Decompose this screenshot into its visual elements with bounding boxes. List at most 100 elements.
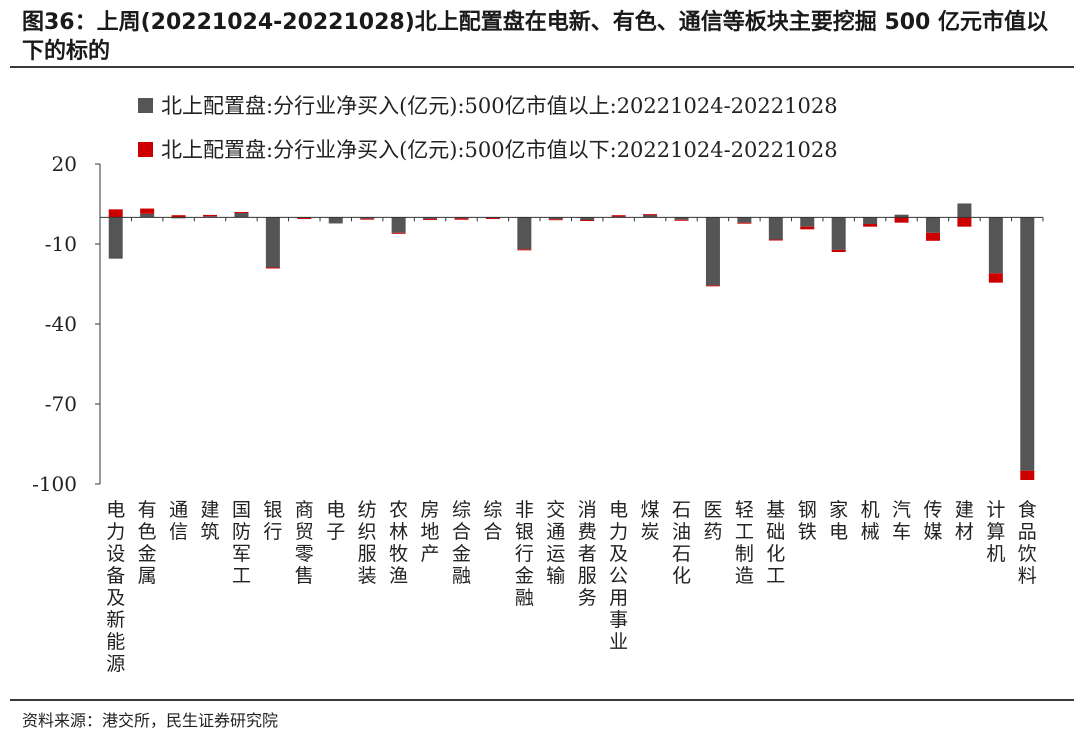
x-tick-label: 消费者服务 [578, 499, 597, 609]
x-tick-label: 汽车 [892, 499, 911, 543]
x-tick-label: 建筑 [201, 499, 220, 543]
bar-above-500 [548, 217, 563, 220]
x-tick-label: 国防军工 [232, 499, 251, 587]
bar-above-500 [580, 217, 595, 220]
legend-item-above-500: 北上配置盘:分行业净买入(亿元):500亿市值以上:20221024-20221… [138, 92, 838, 118]
y-tick-label: -70 [45, 392, 77, 416]
x-tick-label: 计算机 [986, 499, 1005, 565]
bar-below-500 [265, 267, 280, 269]
bar-below-500 [611, 215, 626, 217]
bar-below-500 [800, 226, 815, 230]
bar-below-500 [705, 285, 720, 287]
x-tick-label: 传媒 [923, 499, 942, 543]
chart-legend: 北上配置盘:分行业净买入(亿元):500亿市值以上:20221024-20221… [138, 92, 838, 180]
bar-above-500 [800, 217, 815, 227]
bar-above-500 [894, 214, 909, 218]
legend-swatch-above-500 [138, 97, 153, 113]
bar-above-500 [1020, 217, 1035, 471]
legend-label-below-500: 北上配置盘:分行业净买入(亿元):500亿市值以下:20221024-20221… [161, 138, 838, 162]
title-divider [10, 66, 1074, 68]
figure-title: 图36：上周(20221024-20221028)北上配置盘在电新、有色、通信等… [22, 10, 1049, 64]
x-tick-label: 纺织服装 [358, 499, 377, 587]
bar-above-500 [957, 203, 972, 218]
y-tick-label: -10 [45, 232, 77, 256]
bar-below-500 [925, 232, 940, 241]
x-tick-label: 农林牧渔 [389, 499, 408, 587]
y-tick-label: -40 [45, 312, 77, 336]
bar-above-500 [391, 217, 406, 233]
bar-above-500 [737, 217, 752, 223]
legend-label-above-500: 北上配置盘:分行业净买入(亿元):500亿市值以上:20221024-20221… [161, 94, 838, 118]
bar-above-500 [517, 217, 532, 250]
bar-above-500 [705, 217, 720, 286]
bar-below-500 [548, 219, 563, 221]
x-tick-label: 有色金属 [138, 499, 157, 587]
source-note: 资料来源：港交所，民生证券研究院 [22, 711, 279, 730]
x-tick-label: 机械 [861, 499, 880, 543]
bar-above-500 [108, 217, 123, 259]
x-tick-label: 电力及公用事业 [609, 499, 628, 653]
bar-above-500 [140, 213, 155, 218]
x-tick-label: 钢铁 [798, 499, 817, 543]
bar-below-500 [234, 212, 249, 213]
x-tick-label: 建材 [955, 499, 974, 543]
legend-item-below-500: 北上配置盘:分行业净买入(亿元):500亿市值以下:20221024-20221… [138, 136, 838, 162]
bar-above-500 [863, 217, 878, 224]
bar-below-500 [643, 214, 658, 216]
y-tick-label: -100 [32, 472, 77, 496]
bar-above-500 [768, 217, 783, 240]
x-tick-label: 非银行金融 [515, 499, 534, 609]
bar-chart: 20 -10 -40 -70 -100 电力设备及新能源有色金属通信建筑国防军工银行商贸零… [32, 152, 1044, 675]
x-tick-label: 食品饮料 [1018, 499, 1037, 587]
bar-above-500 [423, 217, 438, 219]
bar-below-500 [485, 217, 500, 219]
bar-below-500 [768, 239, 783, 241]
x-tick-label: 石油石化 [672, 499, 691, 587]
bar-below-500 [517, 249, 532, 251]
x-tick-label: 基础化工 [766, 499, 785, 587]
x-tick-label: 交通运输 [546, 499, 565, 587]
bar-below-500 [831, 249, 846, 252]
x-tick-label: 轻工制造 [735, 499, 754, 587]
x-tick-label: 电子 [326, 499, 345, 543]
bar-above-500 [203, 216, 218, 218]
bar-below-500 [297, 217, 312, 219]
bar-below-500 [674, 219, 689, 221]
bar-above-500 [925, 217, 940, 233]
bar-below-500 [737, 222, 752, 224]
legend-swatch-below-500 [138, 141, 153, 157]
bar-above-500 [454, 217, 469, 219]
x-tick-label: 医药 [703, 499, 722, 543]
bar-below-500 [454, 218, 469, 220]
bar-above-500 [265, 217, 280, 268]
bar-above-500 [643, 214, 658, 218]
bar-below-500 [863, 224, 878, 227]
footer-divider [10, 699, 1074, 701]
x-tick-label: 家电 [829, 499, 848, 543]
x-tick-label: 银行 [263, 499, 282, 543]
bar-below-500 [360, 218, 375, 220]
bar-below-500 [140, 208, 155, 214]
x-tick-label: 综合金融 [452, 499, 471, 587]
bar-below-500 [391, 232, 406, 234]
bar-below-500 [894, 217, 909, 223]
x-tick-label: 综合 [483, 499, 502, 543]
bar-below-500 [171, 215, 186, 218]
bar-above-500 [234, 212, 249, 218]
bar-above-500 [831, 217, 846, 250]
x-tick-label: 电力设备及新能源 [106, 499, 125, 675]
bar-below-500 [203, 214, 218, 217]
x-tick-label: 房地产 [421, 499, 440, 565]
bar-above-500 [988, 217, 1003, 274]
bar-above-500 [674, 217, 689, 220]
x-tick-label: 商贸零售 [295, 499, 314, 587]
x-tick-label: 通信 [169, 499, 188, 543]
bar-above-500 [360, 217, 375, 219]
bar-below-500 [1020, 470, 1035, 480]
bar-below-500 [580, 220, 595, 221]
bar-below-500 [988, 273, 1003, 283]
bar-above-500 [328, 217, 343, 224]
bar-below-500 [957, 217, 972, 227]
x-tick-label: 煤炭 [641, 499, 660, 543]
y-tick-label: 20 [52, 152, 77, 176]
